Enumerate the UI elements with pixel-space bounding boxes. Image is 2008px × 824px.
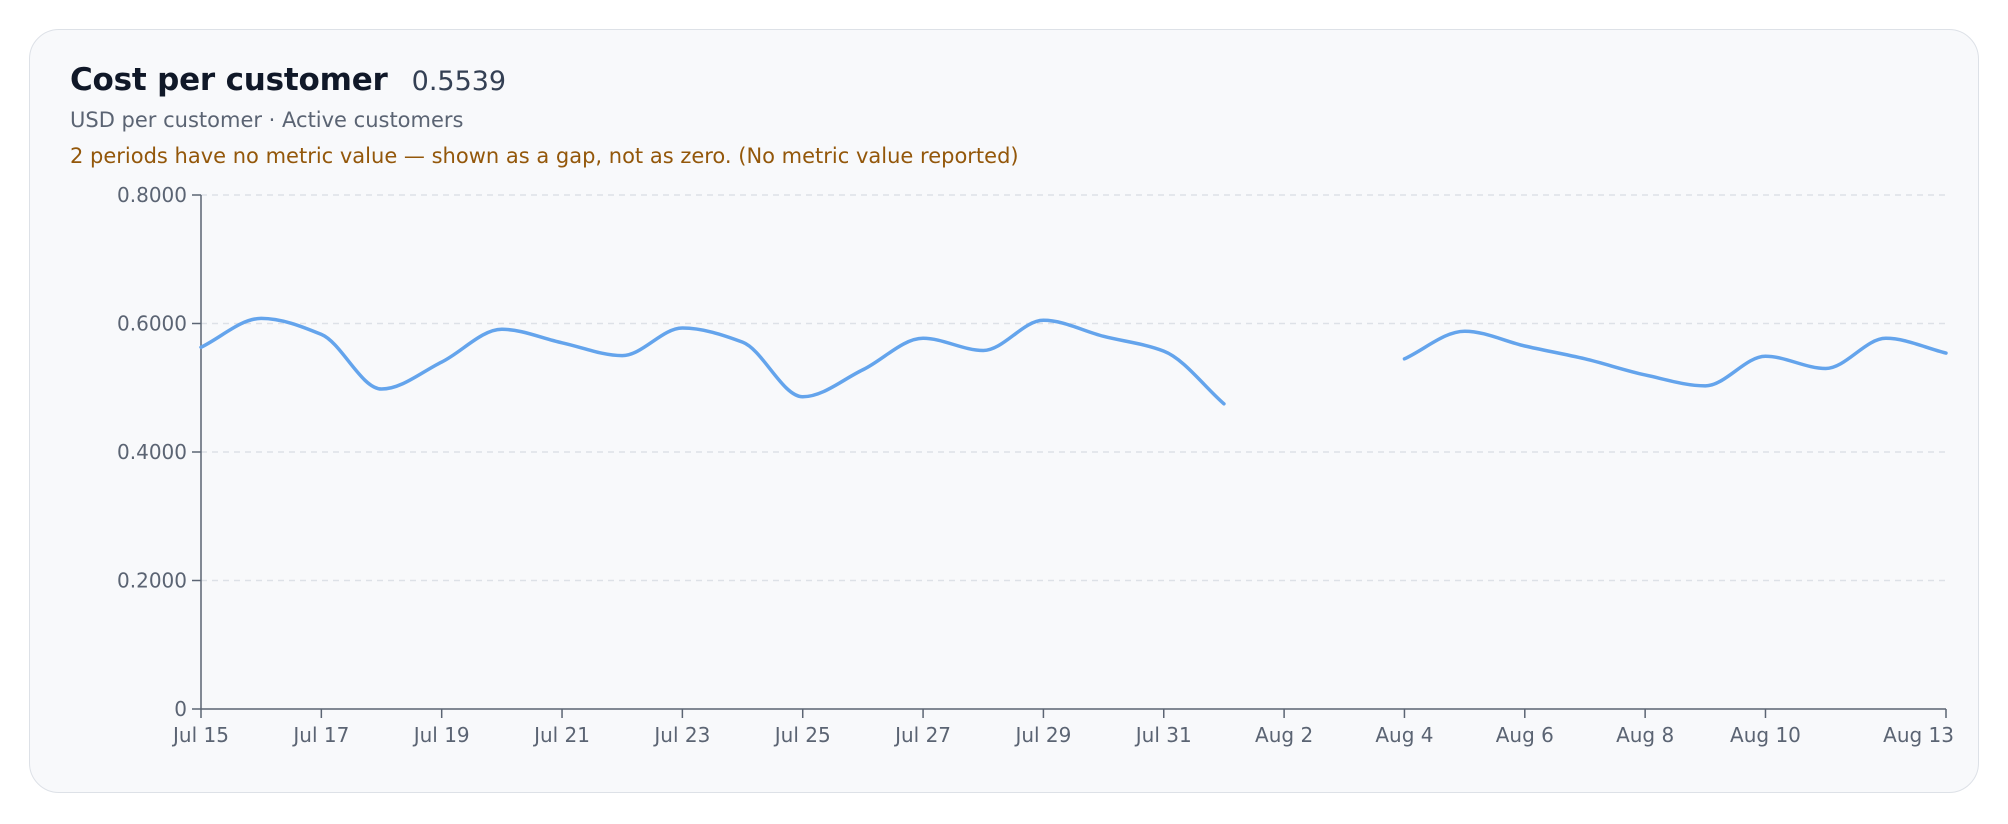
x-tick-label: Jul 27 bbox=[893, 723, 951, 747]
series-line-segment bbox=[1402, 329, 1948, 388]
current-value: 0.5539 bbox=[411, 66, 507, 97]
metric-card: Cost per customer 0.5539 USD per custome… bbox=[29, 29, 1979, 793]
x-tick-label: Jul 29 bbox=[1013, 723, 1071, 747]
y-tick-label: 0.8000 bbox=[117, 183, 187, 207]
title-row: Cost per customer 0.5539 bbox=[70, 62, 1938, 98]
x-tick-label: Jul 31 bbox=[1134, 723, 1192, 747]
y-tick-label: 0.2000 bbox=[117, 569, 187, 593]
card-subtitle: USD per customer · Active customers bbox=[70, 108, 464, 132]
x-tick-label: Aug 13 bbox=[1883, 723, 1954, 747]
card-title: Cost per customer bbox=[70, 62, 388, 98]
y-tick-label: 0.4000 bbox=[117, 440, 187, 464]
x-tick-label: Aug 10 bbox=[1730, 723, 1801, 747]
x-tick-label: Jul 25 bbox=[773, 723, 831, 747]
y-tick-label: 0.6000 bbox=[117, 312, 187, 336]
x-tick-label: Jul 15 bbox=[171, 723, 229, 747]
x-tick-label: Jul 23 bbox=[652, 723, 710, 747]
x-tick-label: Aug 2 bbox=[1255, 723, 1313, 747]
x-tick-label: Aug 6 bbox=[1496, 723, 1554, 747]
y-tick-label: 0 bbox=[174, 697, 187, 721]
x-tick-label: Jul 19 bbox=[412, 723, 470, 747]
x-tick-label: Aug 4 bbox=[1375, 723, 1433, 747]
card-header: Cost per customer 0.5539 USD per custome… bbox=[70, 62, 1938, 168]
series-line-segment bbox=[199, 316, 1226, 406]
missing-data-notice: 2 periods have no metric value — shown a… bbox=[70, 144, 1019, 168]
x-tick-label: Jul 21 bbox=[532, 723, 590, 747]
x-tick-label: Aug 8 bbox=[1616, 723, 1674, 747]
x-tick-label: Jul 17 bbox=[291, 723, 349, 747]
